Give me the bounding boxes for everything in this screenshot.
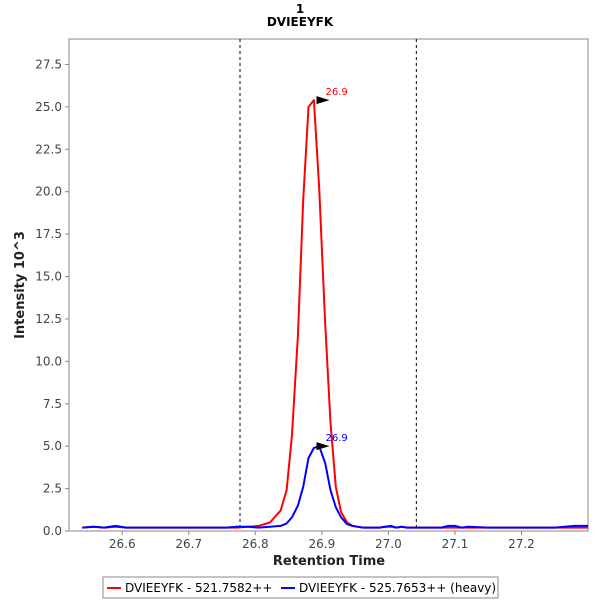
series-layer bbox=[82, 99, 588, 529]
x-tick-label: 27.2 bbox=[508, 537, 535, 551]
plot-area bbox=[68, 38, 589, 532]
peak-annotations: 26.9 26.9 bbox=[316, 87, 348, 451]
y-tick-label: 5.0 bbox=[43, 439, 62, 453]
x-axis-label: Retention Time bbox=[273, 554, 385, 569]
x-tick-label: 26.9 bbox=[308, 537, 335, 551]
chart-title: 1 bbox=[296, 2, 304, 16]
legend-box bbox=[102, 576, 499, 599]
x-tick-label: 26.7 bbox=[175, 537, 202, 551]
x-tick-label: 27.0 bbox=[375, 537, 402, 551]
y-tick-label: 20.0 bbox=[35, 185, 62, 199]
y-tick-label: 10.0 bbox=[35, 354, 62, 368]
y-tick-label: 0.0 bbox=[43, 524, 62, 538]
y-tick-label: 17.5 bbox=[35, 227, 62, 241]
peak-marker-icon bbox=[316, 442, 330, 451]
peak-label: 26.9 bbox=[325, 87, 347, 98]
legend: DVIEEYFK - 521.7582++ DVIEEYFK - 525.765… bbox=[102, 576, 499, 599]
series-line-heavy bbox=[82, 445, 588, 529]
y-tick-label: 7.5 bbox=[43, 397, 62, 411]
peak-label: 26.9 bbox=[325, 433, 347, 444]
x-tick-label: 26.6 bbox=[109, 537, 136, 551]
x-tick-label: 27.1 bbox=[442, 537, 469, 551]
y-tick-label: 22.5 bbox=[35, 142, 62, 156]
x-tick-label: 26.8 bbox=[242, 537, 269, 551]
legend-label-heavy: DVIEEYFK - 525.7653++ (heavy) bbox=[299, 581, 496, 595]
y-tick-label: 2.5 bbox=[43, 482, 62, 496]
y-axis-label: Intensity 10^3 bbox=[13, 231, 28, 339]
legend-label-light: DVIEEYFK - 521.7582++ bbox=[125, 581, 272, 595]
integration-bounds bbox=[239, 39, 417, 531]
peak-marker-icon bbox=[316, 96, 330, 105]
y-tick-label: 15.0 bbox=[35, 270, 62, 284]
y-tick-label: 27.5 bbox=[35, 57, 62, 71]
y-tick-label: 12.5 bbox=[35, 312, 62, 326]
x-axis: 26.6 26.7 26.8 26.9 27.0 27.1 27.2 bbox=[109, 531, 535, 551]
y-axis: 0.0 2.5 5.0 7.5 10.0 12.5 15.0 17.5 20.0 22.5 25.0… bbox=[35, 57, 69, 538]
chart-subtitle: DVIEEYFK bbox=[267, 15, 334, 29]
y-tick-label: 25.0 bbox=[35, 100, 62, 114]
